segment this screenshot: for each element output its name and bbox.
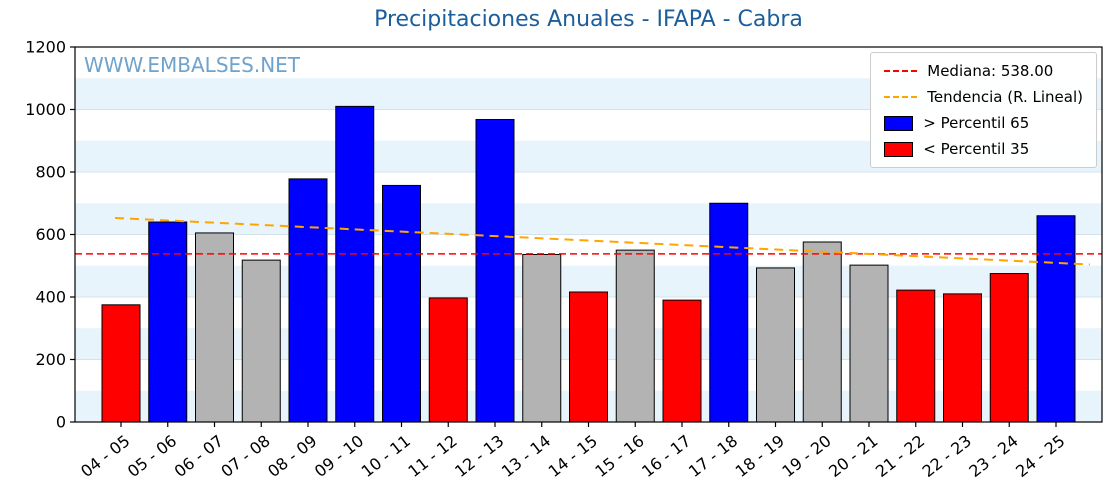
background-band — [75, 203, 1102, 235]
y-tick-label: 600 — [35, 225, 66, 244]
y-tick-label: 1000 — [25, 100, 66, 119]
x-tick-label: 11 - 12 — [404, 431, 460, 481]
x-tick-label: 20 - 21 — [825, 431, 881, 481]
bar — [288, 178, 328, 423]
median-line-swatch — [884, 70, 918, 72]
x-tick-label: 19 - 20 — [778, 431, 834, 481]
bar — [662, 299, 702, 423]
x-tick-label: 06 - 07 — [171, 431, 227, 481]
y-tick-label: 1200 — [25, 38, 66, 57]
x-tick-label: 13 - 14 — [498, 431, 554, 481]
bar — [382, 184, 421, 423]
legend-label-p35: < Percentil 35 — [923, 140, 1030, 158]
percentil65-swatch — [884, 115, 914, 131]
y-tick-label: 200 — [35, 350, 66, 369]
bar — [943, 293, 982, 423]
bar — [101, 304, 141, 423]
bar — [569, 291, 608, 423]
bar — [615, 249, 655, 423]
bar — [1036, 215, 1076, 423]
y-tick-label: 800 — [35, 163, 66, 182]
x-tick-label: 22 - 23 — [919, 431, 975, 481]
x-tick-label: 16 - 17 — [638, 431, 694, 481]
x-tick-label: 12 - 13 — [451, 431, 507, 481]
bar — [522, 254, 562, 423]
x-tick-label: 10 - 11 — [358, 431, 414, 481]
legend-item-p35: < Percentil 35 — [884, 140, 1083, 158]
watermark: WWW.EMBALSES.NET — [84, 53, 301, 77]
bar — [475, 119, 515, 423]
x-tick-label: 07 - 08 — [217, 431, 273, 481]
y-tick-label: 0 — [56, 413, 66, 432]
x-tick-label: 14 - 15 — [545, 431, 601, 481]
x-tick-label: 17 - 18 — [685, 431, 741, 481]
bar — [989, 273, 1029, 423]
x-tick-label: 08 - 09 — [264, 431, 320, 481]
x-tick-label: 04 - 05 — [77, 431, 133, 481]
bar — [709, 202, 749, 423]
bar — [756, 267, 795, 423]
x-tick-label: 23 - 24 — [965, 431, 1021, 481]
percentil35-swatch — [884, 141, 914, 157]
legend-label-p65: > Percentil 65 — [923, 114, 1030, 132]
legend-item-p65: > Percentil 65 — [884, 114, 1083, 132]
bar — [802, 241, 842, 423]
legend: Mediana: 538.00 Tendencia (R. Lineal) > … — [870, 52, 1097, 168]
bar — [241, 259, 281, 423]
x-tick-label: 09 - 10 — [311, 431, 367, 481]
bar — [849, 264, 889, 423]
bar — [148, 221, 188, 423]
legend-label-trend: Tendencia (R. Lineal) — [927, 88, 1083, 106]
x-tick-label: 24 - 25 — [1012, 431, 1068, 481]
legend-item-trend: Tendencia (R. Lineal) — [884, 88, 1083, 106]
legend-label-median: Mediana: 538.00 — [927, 62, 1054, 80]
trend-line-swatch — [884, 96, 918, 98]
x-tick-label: 15 - 16 — [591, 431, 647, 481]
x-tick-label: 18 - 19 — [732, 431, 788, 481]
x-tick-label: 21 - 22 — [872, 431, 928, 481]
legend-item-median: Mediana: 538.00 — [884, 62, 1083, 80]
trend-line — [114, 216, 1091, 266]
bar — [896, 289, 936, 423]
bar — [335, 105, 375, 423]
bar — [428, 297, 468, 423]
x-tick-label: 05 - 06 — [124, 431, 180, 481]
bar — [195, 232, 234, 423]
y-tick-label: 400 — [35, 288, 66, 307]
chart-title: Precipitaciones Anuales - IFAPA - Cabra — [374, 7, 803, 32]
